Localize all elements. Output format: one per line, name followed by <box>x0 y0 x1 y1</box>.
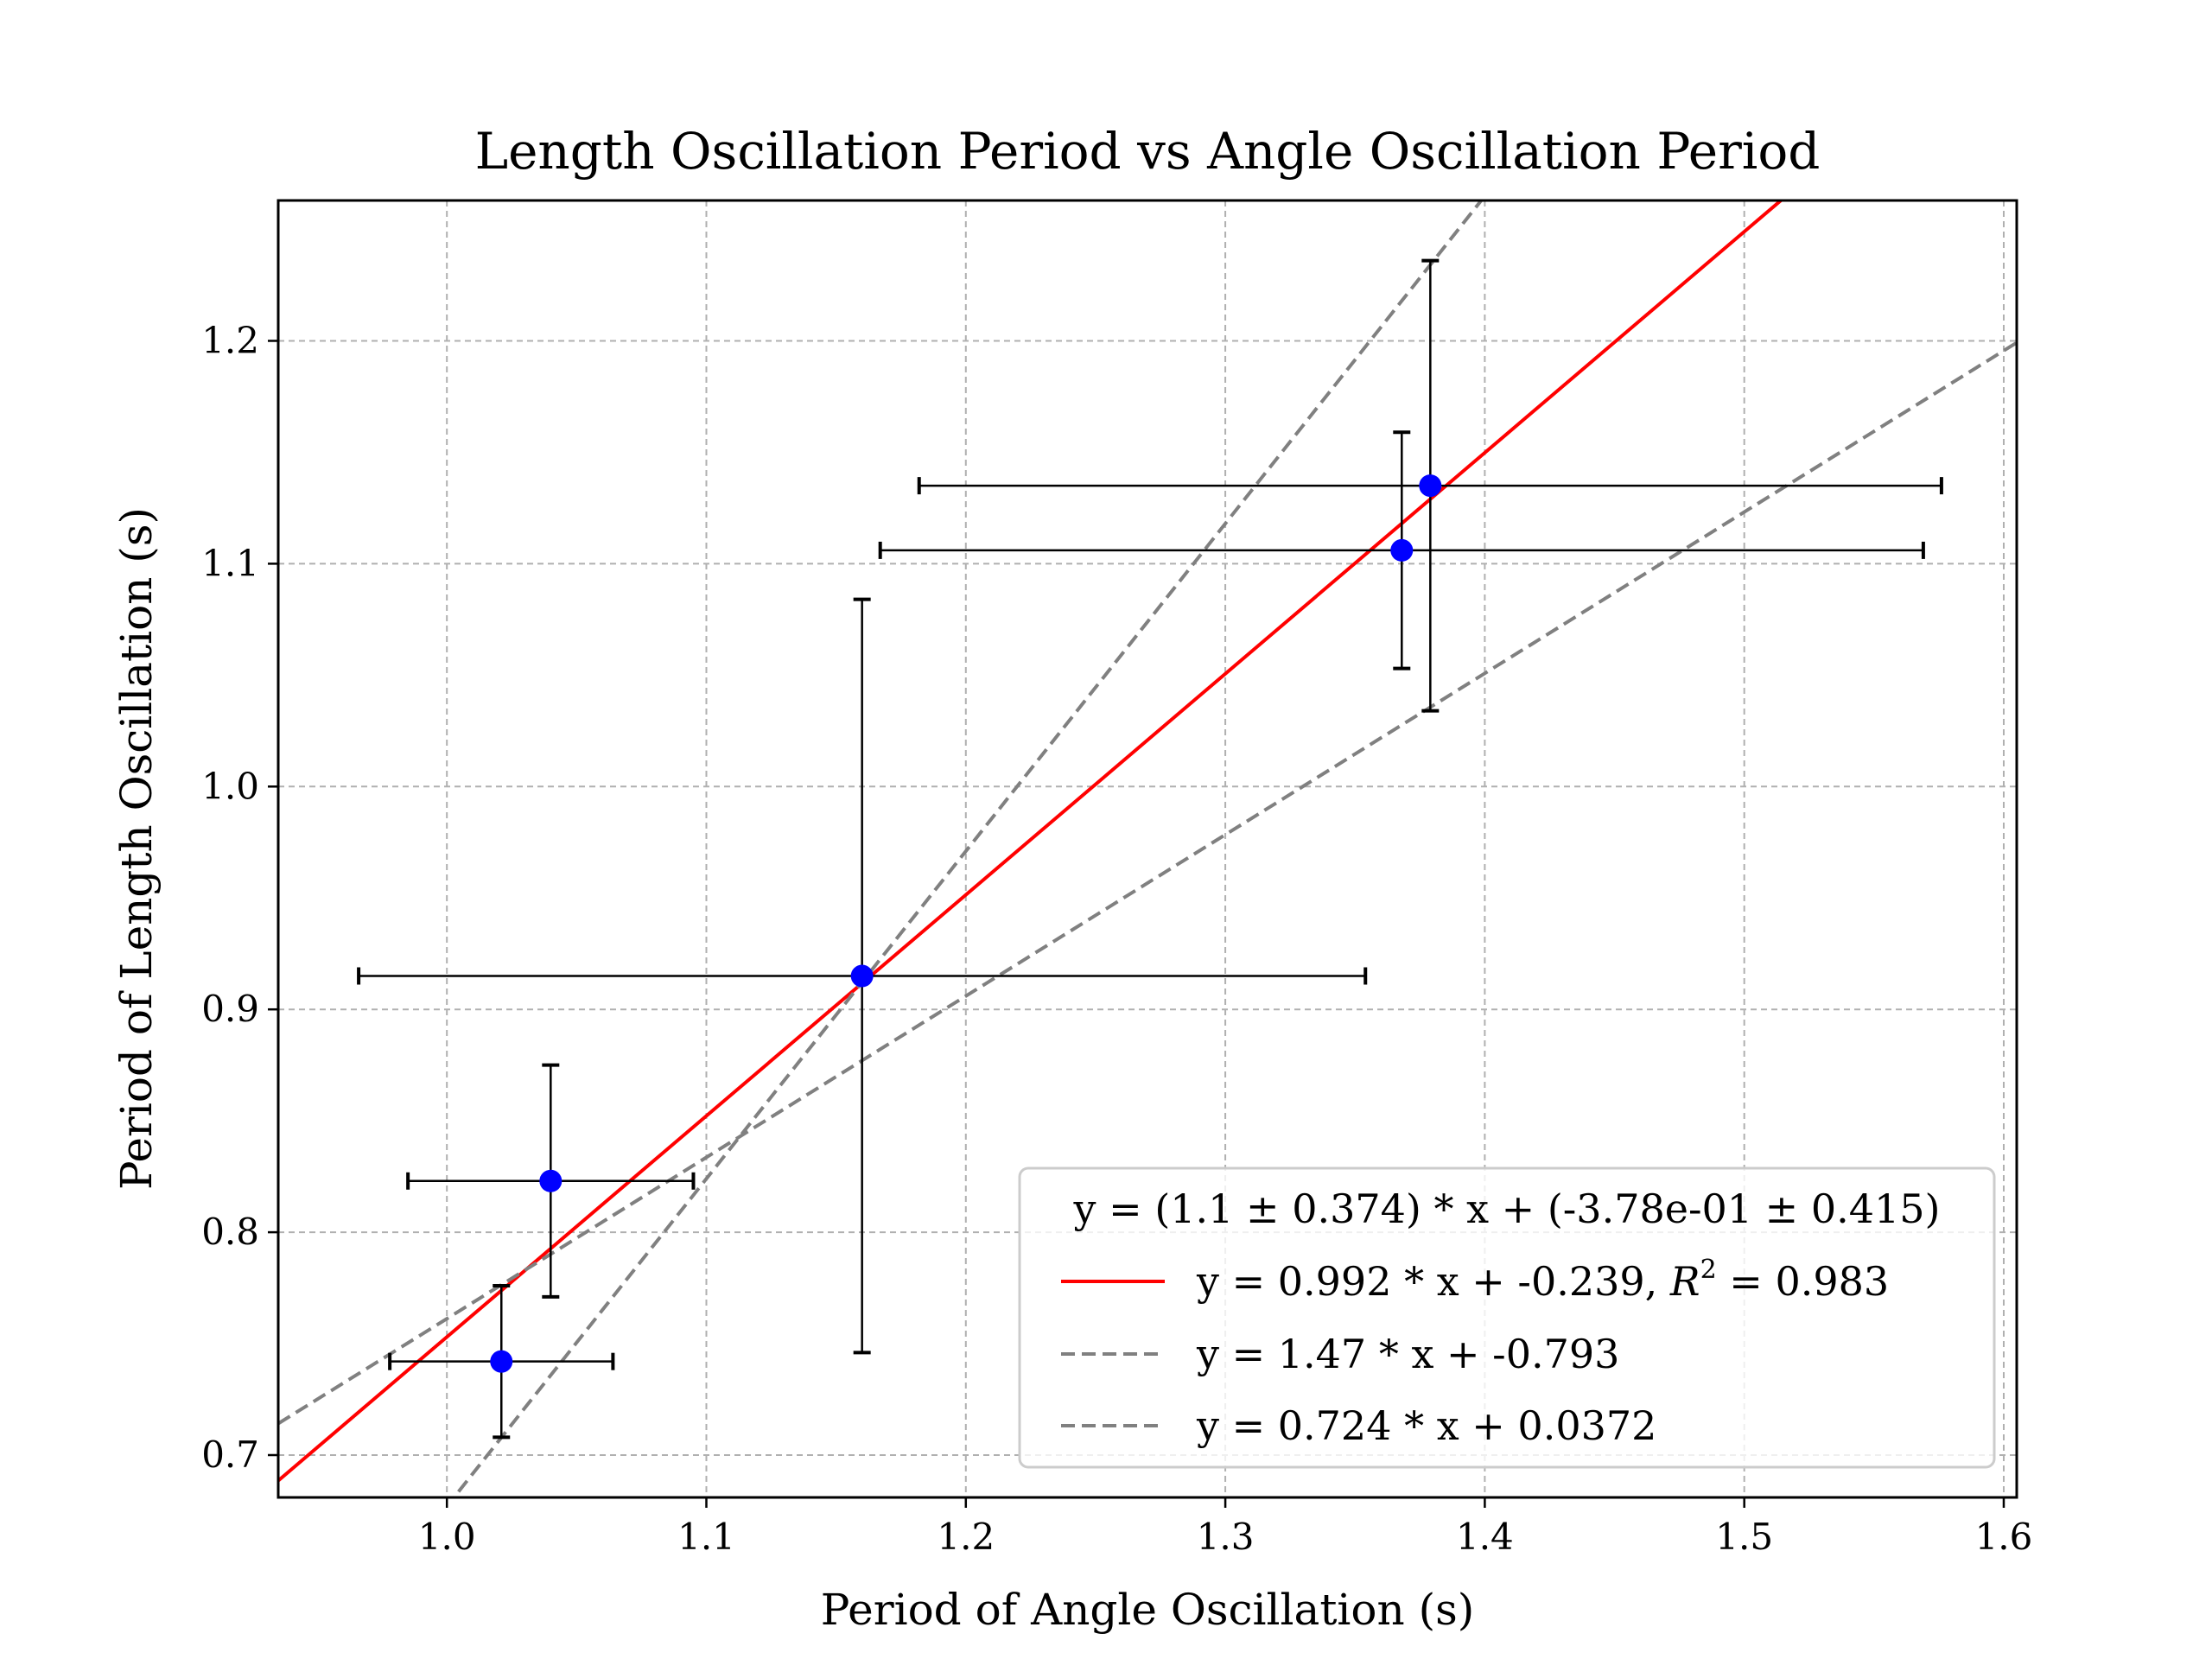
data-point <box>539 1169 563 1192</box>
x-tick-label: 1.2 <box>937 1516 995 1558</box>
data-point <box>850 964 874 988</box>
legend-entry-fit-r: R <box>1669 1258 1700 1305</box>
y-tick-label: 0.7 <box>201 1433 259 1476</box>
y-tick-label: 0.8 <box>201 1211 259 1253</box>
data-point <box>1419 474 1442 498</box>
y-tick-label: 1.1 <box>201 542 259 584</box>
x-tick-label: 1.3 <box>1197 1516 1255 1558</box>
y-tick-label: 1.0 <box>201 765 259 807</box>
max-slope-line <box>451 200 1484 1497</box>
y-axis-label: Period of Length Oscillation (s) <box>111 507 162 1190</box>
legend-entry-lower: y = 0.724 * x + 0.0372 <box>1196 1402 1656 1449</box>
chart-title: Length Oscillation Period vs Angle Oscil… <box>475 122 1821 181</box>
legend-entry-fit-sup: 2 <box>1700 1255 1717 1285</box>
y-tick-label: 1.2 <box>201 319 259 361</box>
axis-ticks: 1.0 1.1 1.2 1.3 1.4 1.5 1.6 0.7 0.8 0.9 1.0 1.1 1.2 <box>201 319 2032 1558</box>
x-tick-label: 1.6 <box>1975 1516 2033 1558</box>
legend-entry-fit-value: = 0.983 <box>1717 1258 1889 1305</box>
y-tick-label: 0.9 <box>201 988 259 1030</box>
data-point <box>1390 538 1414 562</box>
x-tick-label: 1.0 <box>418 1516 476 1558</box>
x-tick-label: 1.5 <box>1715 1516 1773 1558</box>
data-points <box>490 474 1442 1373</box>
legend-entry-upper: y = 1.47 * x + -0.793 <box>1196 1331 1619 1377</box>
legend: y = (1.1 ± 0.374) * x + (-3.78e-01 ± 0.4… <box>1018 1166 1996 1469</box>
legend-box <box>1018 1166 1996 1469</box>
plot-frame <box>276 199 2018 1499</box>
x-tick-label: 1.4 <box>1456 1516 1514 1558</box>
x-axis-label: Period of Angle Oscillation (s) <box>821 1585 1475 1635</box>
legend-entry-fit: y = 0.992 * x + -0.239, R2 = 0.983 <box>1196 1255 1889 1305</box>
min-slope-line <box>278 340 2017 1426</box>
fit-lines <box>278 200 2017 1497</box>
data-point <box>490 1350 513 1373</box>
legend-header: y = (1.1 ± 0.374) * x + (-3.78e-01 ± 0.4… <box>1073 1185 1941 1232</box>
best-fit-line <box>278 200 1784 1483</box>
x-tick-label: 1.1 <box>677 1516 735 1558</box>
legend-entry-fit-label: y = 0.992 * x + -0.239, <box>1196 1258 1670 1305</box>
